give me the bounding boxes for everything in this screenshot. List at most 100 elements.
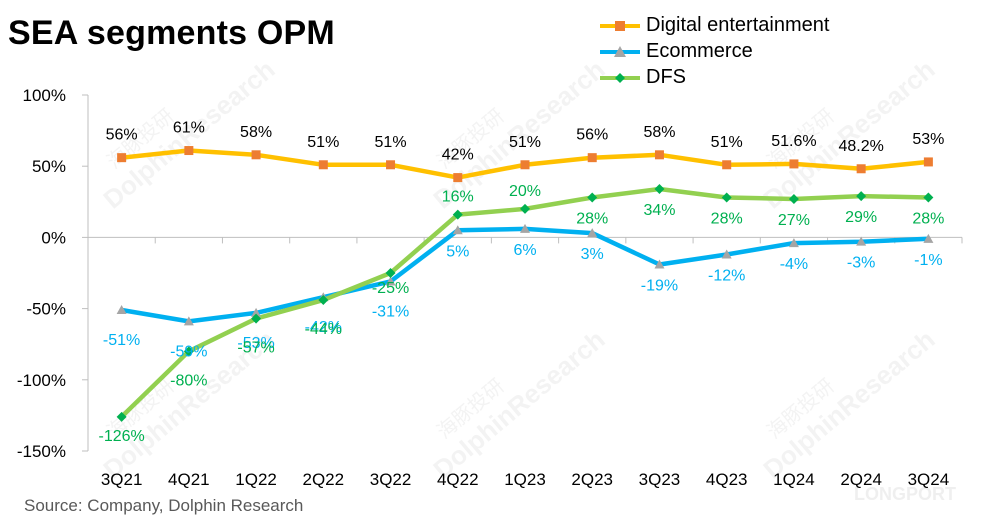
data-label-digital-entertainment: 61%: [173, 120, 205, 137]
legend-item-digital-entertainment[interactable]: Digital entertainment: [598, 12, 829, 38]
series: [116, 146, 934, 422]
data-label-dfs: -80%: [170, 372, 207, 389]
data-point-dfs: [318, 295, 329, 306]
data-label-ecommerce: -19%: [641, 277, 678, 294]
legend-swatch-ecommerce: [598, 41, 642, 61]
data-point-ecommerce: [520, 223, 530, 233]
data-label-ecommerce: -1%: [914, 252, 942, 269]
data-point-digital-entertainment: [117, 153, 127, 163]
data-point-digital-entertainment: [453, 173, 463, 183]
data-labels: 56% 61% 58% 51% 51% 42% 51% 56% 58% 51% 51.6% 48.2%…: [98, 120, 944, 445]
x-tick-label: 4Q22: [437, 470, 479, 489]
axes: 100% 50% 0% -50% -100% -150% 3Q21 4Q21 1Q22 2Q22 3…: [17, 86, 963, 489]
data-label-digital-entertainment: 51%: [711, 134, 743, 151]
data-point-digital-entertainment: [318, 160, 328, 170]
x-tick-label: 4Q23: [706, 470, 748, 489]
data-point-digital-entertainment: [386, 160, 396, 170]
data-point-digital-entertainment: [520, 160, 530, 170]
y-tick-label: 100%: [23, 86, 66, 105]
data-label-digital-entertainment: 51%: [375, 134, 407, 151]
data-point-digital-entertainment: [587, 153, 597, 163]
data-label-digital-entertainment: 58%: [643, 124, 675, 141]
y-tick-label: -100%: [17, 371, 66, 390]
x-tick-label: 2Q24: [840, 470, 882, 489]
data-label-dfs: 27%: [778, 212, 810, 229]
x-tick-label: 4Q21: [168, 470, 210, 489]
data-point-ecommerce: [721, 249, 732, 259]
x-tick-label: 1Q23: [504, 470, 546, 489]
data-point-ecommerce: [116, 305, 127, 315]
data-point-ecommerce: [856, 236, 867, 246]
data-label-dfs: 20%: [509, 183, 541, 200]
x-tick-label: 3Q21: [101, 470, 143, 489]
data-point-digital-entertainment: [722, 160, 732, 170]
data-point-ecommerce: [788, 238, 799, 248]
data-label-ecommerce: 3%: [581, 246, 604, 263]
x-tick-label: 3Q24: [908, 470, 950, 489]
data-label-ecommerce: -53%: [237, 335, 274, 352]
data-label-dfs: -25%: [372, 280, 409, 297]
legend-swatch-dfs: [598, 67, 642, 87]
data-point-ecommerce: [587, 228, 598, 238]
y-tick-label: -150%: [17, 442, 66, 461]
data-point-dfs: [856, 191, 867, 202]
data-label-ecommerce: -51%: [103, 332, 140, 349]
data-point-dfs: [587, 192, 598, 203]
data-label-ecommerce: -42%: [305, 319, 342, 336]
watermark-text-en: DolphinResearch: [757, 324, 940, 484]
data-point-digital-entertainment: [923, 157, 933, 167]
legend-item-dfs[interactable]: DFS: [598, 64, 829, 90]
data-label-digital-entertainment: 51%: [509, 134, 541, 151]
data-point-ecommerce: [923, 233, 934, 243]
y-tick-label: 0%: [41, 228, 66, 247]
data-point-ecommerce: [251, 307, 262, 317]
legend-marker-dfs: [600, 73, 640, 83]
data-label-digital-entertainment: 48.2%: [838, 138, 883, 155]
x-tick-label: 3Q23: [639, 470, 681, 489]
data-point-dfs: [923, 192, 934, 203]
legend-label-ecommerce: Ecommerce: [646, 39, 753, 62]
x-tick-label: 2Q23: [571, 470, 613, 489]
watermark-brand: LONGPORT: [854, 484, 956, 504]
chart-title: SEA segments OPM: [8, 14, 335, 52]
legend: Digital entertainment Ecommerce DFS: [598, 12, 829, 90]
data-label-digital-entertainment: 42%: [442, 147, 474, 164]
data-label-dfs: -44%: [305, 321, 342, 338]
data-label-ecommerce: -12%: [708, 267, 745, 284]
data-point-dfs: [116, 411, 127, 422]
data-point-dfs: [251, 313, 262, 324]
legend-label-dfs: DFS: [646, 65, 686, 88]
data-label-dfs: 34%: [643, 202, 675, 219]
data-label-dfs: -57%: [237, 340, 274, 357]
data-label-digital-entertainment: 51%: [307, 134, 339, 151]
data-point-dfs: [654, 183, 665, 194]
data-label-digital-entertainment: 53%: [912, 131, 944, 148]
data-label-dfs: 28%: [711, 211, 743, 228]
data-point-ecommerce: [183, 316, 194, 326]
data-label-digital-entertainment: 56%: [106, 127, 138, 144]
data-point-digital-entertainment: [251, 150, 261, 160]
data-label-digital-entertainment: 58%: [240, 124, 272, 141]
legend-label-digital-entertainment: Digital entertainment: [646, 13, 830, 36]
data-point-dfs: [788, 193, 799, 204]
data-point-dfs: [520, 203, 530, 214]
data-point-ecommerce: [385, 276, 396, 286]
data-label-ecommerce: 5%: [446, 243, 469, 260]
data-label-ecommerce: -3%: [847, 255, 875, 272]
data-label-dfs: 29%: [845, 209, 877, 226]
y-tick-label: -50%: [26, 300, 66, 319]
data-point-ecommerce: [452, 225, 463, 235]
legend-marker-digital-entertainment: [600, 21, 640, 31]
data-point-dfs: [183, 346, 194, 357]
legend-swatch-digital-entertainment: [598, 15, 642, 35]
legend-item-ecommerce[interactable]: Ecommerce: [598, 38, 829, 64]
data-label-digital-entertainment: 51.6%: [771, 133, 816, 150]
data-label-ecommerce: -59%: [170, 343, 207, 360]
data-label-ecommerce: 6%: [513, 242, 536, 259]
data-point-dfs: [452, 209, 463, 220]
x-tick-label: 2Q22: [303, 470, 345, 489]
